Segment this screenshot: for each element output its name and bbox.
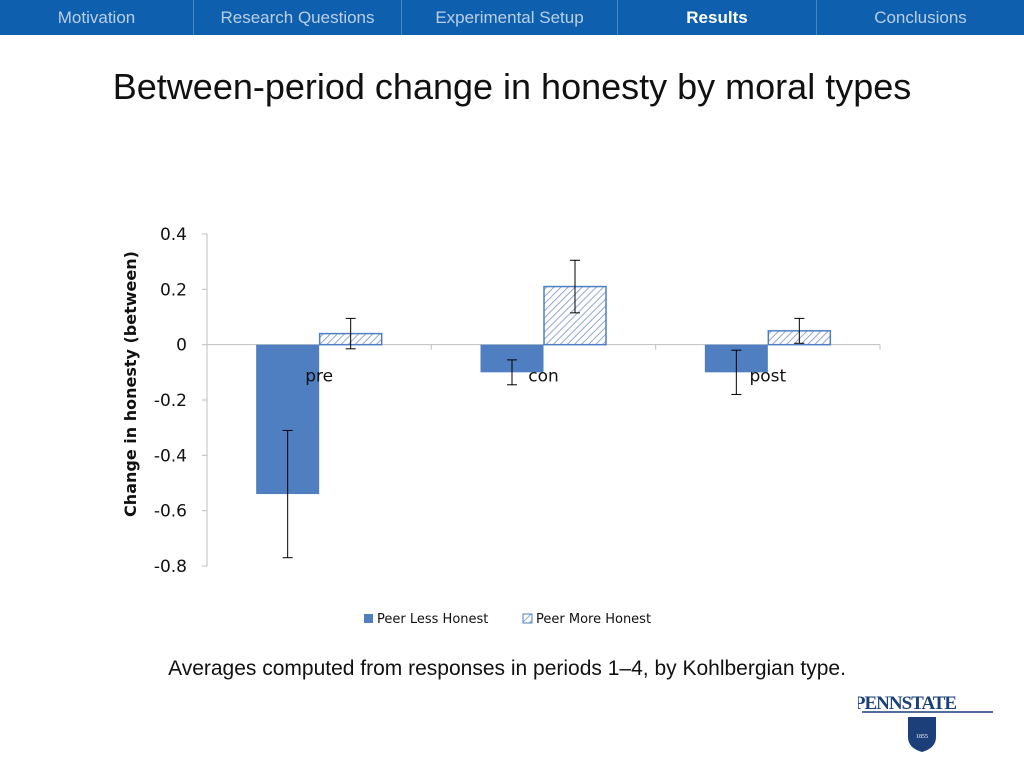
legend-label-peer-more-honest: Peer More Honest bbox=[536, 612, 651, 627]
legend-swatch-peer-less-honest bbox=[364, 614, 373, 623]
penn-state-logo: PENNSTATE 1855 bbox=[858, 693, 993, 752]
slide-title: Between-period change in honesty by mora… bbox=[112, 66, 912, 107]
y-tick-label: 0 bbox=[176, 336, 187, 356]
logo-wordmark: PENNSTATE bbox=[858, 693, 956, 714]
category-label-con: con bbox=[528, 367, 559, 387]
category-label-pre: pre bbox=[305, 367, 333, 387]
y-axis-title: Change in honesty (between) bbox=[121, 251, 140, 517]
y-tick-label: -0.6 bbox=[154, 502, 187, 522]
bar-chart: 0.4 0.2 0 -0.2 -0.4 -0.6 -0.8 pre con post Chang… bbox=[121, 225, 881, 627]
logo-year: 1855 bbox=[916, 734, 928, 740]
caption: Averages computed from responses in peri… bbox=[168, 657, 846, 680]
y-tick-label: -0.4 bbox=[154, 446, 187, 466]
nav-tab-research-questions[interactable]: Research Questions bbox=[194, 0, 402, 35]
navigation-bar: Motivation Research Questions Experiment… bbox=[0, 0, 1024, 35]
legend-swatch-peer-more-honest bbox=[522, 613, 533, 624]
y-tick-label: 0.4 bbox=[160, 225, 187, 245]
y-tick-label: 0.2 bbox=[160, 280, 187, 300]
nav-tab-experimental-setup[interactable]: Experimental Setup bbox=[402, 0, 618, 35]
legend-label-peer-less-honest: Peer Less Honest bbox=[377, 612, 488, 627]
shield-icon bbox=[908, 717, 936, 752]
y-tick-label: -0.8 bbox=[154, 557, 187, 577]
category-label-post: post bbox=[749, 367, 786, 387]
y-tick-label: -0.2 bbox=[154, 391, 187, 411]
nav-tab-conclusions[interactable]: Conclusions bbox=[874, 8, 967, 27]
nav-tab-results[interactable]: Results bbox=[618, 0, 817, 35]
nav-tab-motivation[interactable]: Motivation bbox=[0, 0, 194, 35]
